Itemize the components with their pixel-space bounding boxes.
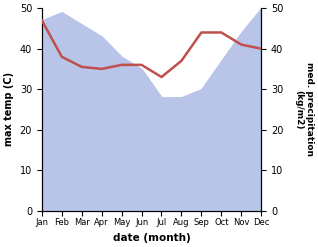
Y-axis label: max temp (C): max temp (C) [4, 72, 14, 146]
X-axis label: date (month): date (month) [113, 233, 190, 243]
Y-axis label: med. precipitation
(kg/m2): med. precipitation (kg/m2) [294, 62, 314, 156]
